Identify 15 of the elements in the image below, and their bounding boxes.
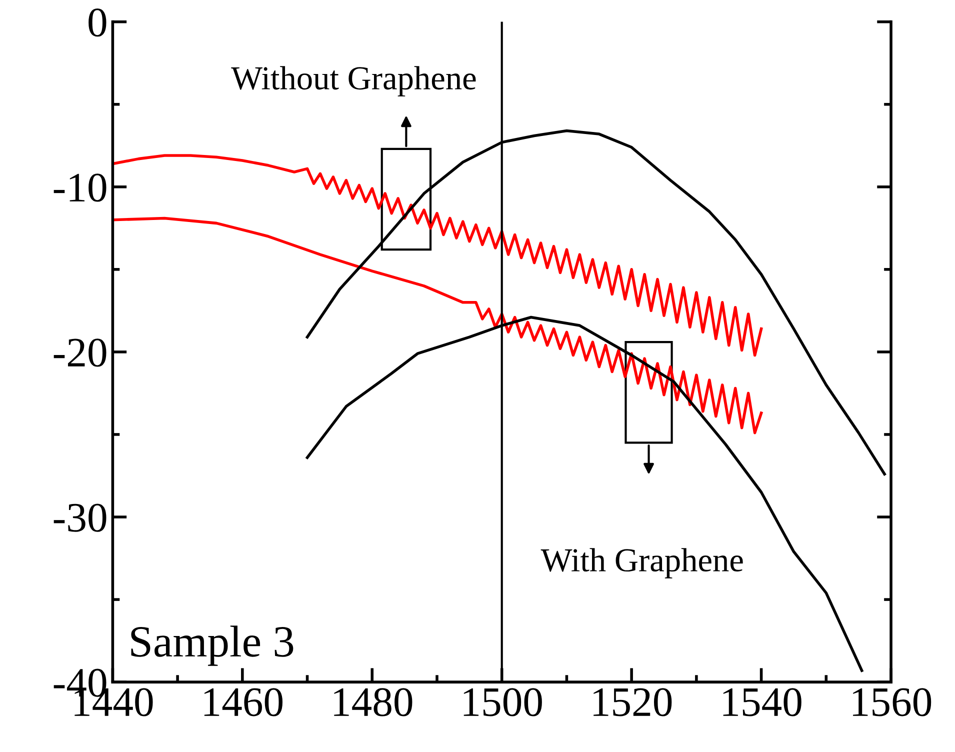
y-tick-label: -10 (54, 174, 106, 202)
x-tick-label: 1560 (853, 688, 932, 716)
annotation: With Graphene (540, 548, 743, 578)
x-tick-label: 1460 (204, 688, 282, 716)
annotation: Without Graphene (231, 66, 476, 96)
x-tick-label: 1480 (334, 688, 412, 716)
x-tick-label: 1500 (464, 688, 542, 716)
y-tick-label: -30 (54, 504, 106, 532)
line-series (112, 154, 763, 357)
annotation: Sample 3 (131, 626, 294, 666)
x-tick-label: 1520 (594, 688, 672, 716)
y-tick-label: 0 (88, 8, 106, 37)
x-tick-label: 1540 (723, 688, 802, 716)
line-series (112, 216, 763, 434)
y-tick-label: -20 (54, 338, 106, 367)
